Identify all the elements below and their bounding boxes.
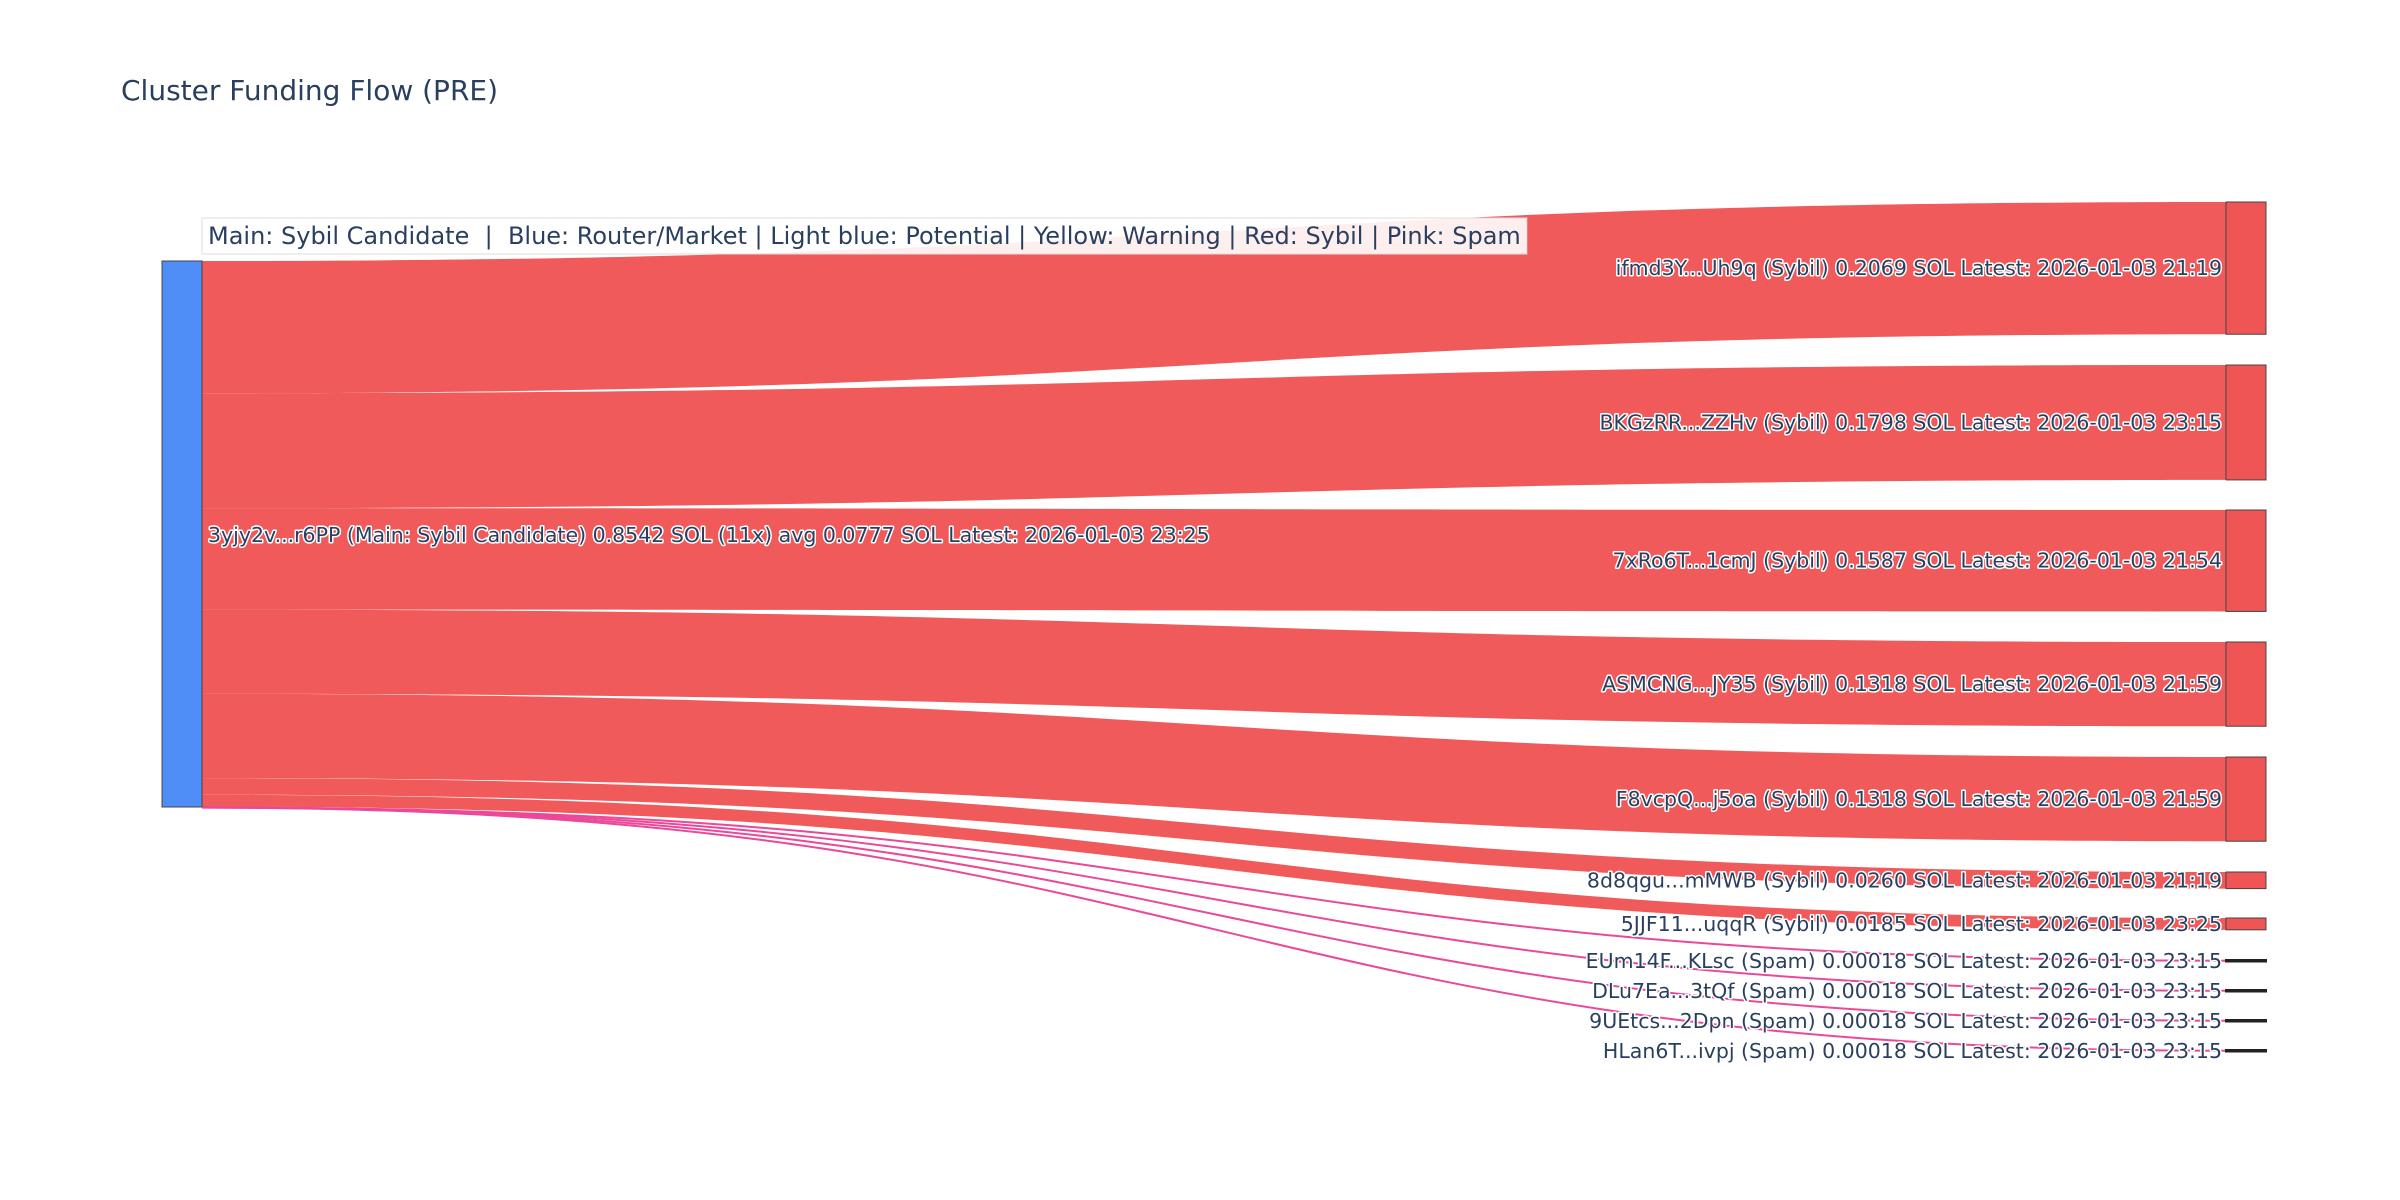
- flow-link: [201, 806, 2227, 962]
- flow-link: [202, 778, 2226, 889]
- flow-link: [202, 609, 2226, 727]
- target-node: [2225, 201, 2267, 335]
- target-node-label: 9UEtcs...2Dpn (Spam) 0.00018 SOL Latest:…: [1589, 1009, 2222, 1033]
- target-node: [2225, 871, 2267, 890]
- target-node: [2225, 756, 2267, 842]
- target-node-label: 7xRo6T...1cmJ (Sybil) 0.1587 SOL Latest:…: [1613, 549, 2222, 573]
- legend-note-background: [201, 217, 1528, 255]
- target-node-label: EUm14F...KLsc (Spam) 0.00018 SOL Latest:…: [1586, 949, 2222, 973]
- target-node-label: HLan6T...ivpj (Spam) 0.00018 SOL Latest:…: [1603, 1039, 2222, 1063]
- flow-links: [201, 202, 2227, 1052]
- target-node-label: F8vcpQ...j5oa (Sybil) 0.1318 SOL Latest:…: [1616, 787, 2222, 811]
- target-node-label: 8d8qgu...mMWB (Sybil) 0.0260 SOL Latest:…: [1587, 868, 2222, 892]
- target-node-label: BKGzRR...ZZHv (Sybil) 0.1798 SOL Latest:…: [1599, 410, 2222, 434]
- target-node-label: 5JJF11...uqqR (Sybil) 0.0185 SOL Latest:…: [1621, 912, 2222, 936]
- source-node: [161, 260, 203, 808]
- legend-note-text: Main: Sybil Candidate | Blue: Router/Mar…: [208, 222, 1521, 250]
- source-node-label: 3yjy2v...r6PP (Main: Sybil Candidate) 0.…: [208, 523, 1210, 547]
- flow-nodes: [161, 201, 2267, 1053]
- flow-link: [202, 794, 2226, 930]
- target-node: [2225, 364, 2267, 481]
- target-node: [2225, 509, 2267, 612]
- target-node-label: ifmd3Y...Uh9q (Sybil) 0.2069 SOL Latest:…: [1616, 256, 2222, 280]
- flow-link: [201, 806, 2227, 1052]
- flow-link: [202, 508, 2226, 612]
- flow-link: [201, 806, 2227, 992]
- target-node: [2225, 959, 2267, 963]
- flow-link: [201, 806, 2227, 1022]
- flow-link: [202, 202, 2226, 394]
- target-node: [2225, 989, 2267, 993]
- target-node: [2225, 917, 2267, 931]
- flow-link: [202, 693, 2226, 842]
- target-node-label: ASMCNG...JY35 (Sybil) 0.1318 SOL Latest:…: [1602, 672, 2222, 696]
- flow-link: [202, 365, 2226, 509]
- target-node: [2225, 1019, 2267, 1023]
- legend-note: Main: Sybil Candidate | Blue: Router/Mar…: [201, 217, 1528, 255]
- target-node-label: DLu7Ea...3tQf (Spam) 0.00018 SOL Latest:…: [1592, 979, 2222, 1003]
- target-node: [2225, 1049, 2267, 1053]
- node-labels: 3yjy2v...r6PP (Main: Sybil Candidate) 0.…: [207, 255, 2224, 1065]
- target-node: [2225, 641, 2267, 727]
- chart-title: Cluster Funding Flow (PRE): [121, 74, 498, 107]
